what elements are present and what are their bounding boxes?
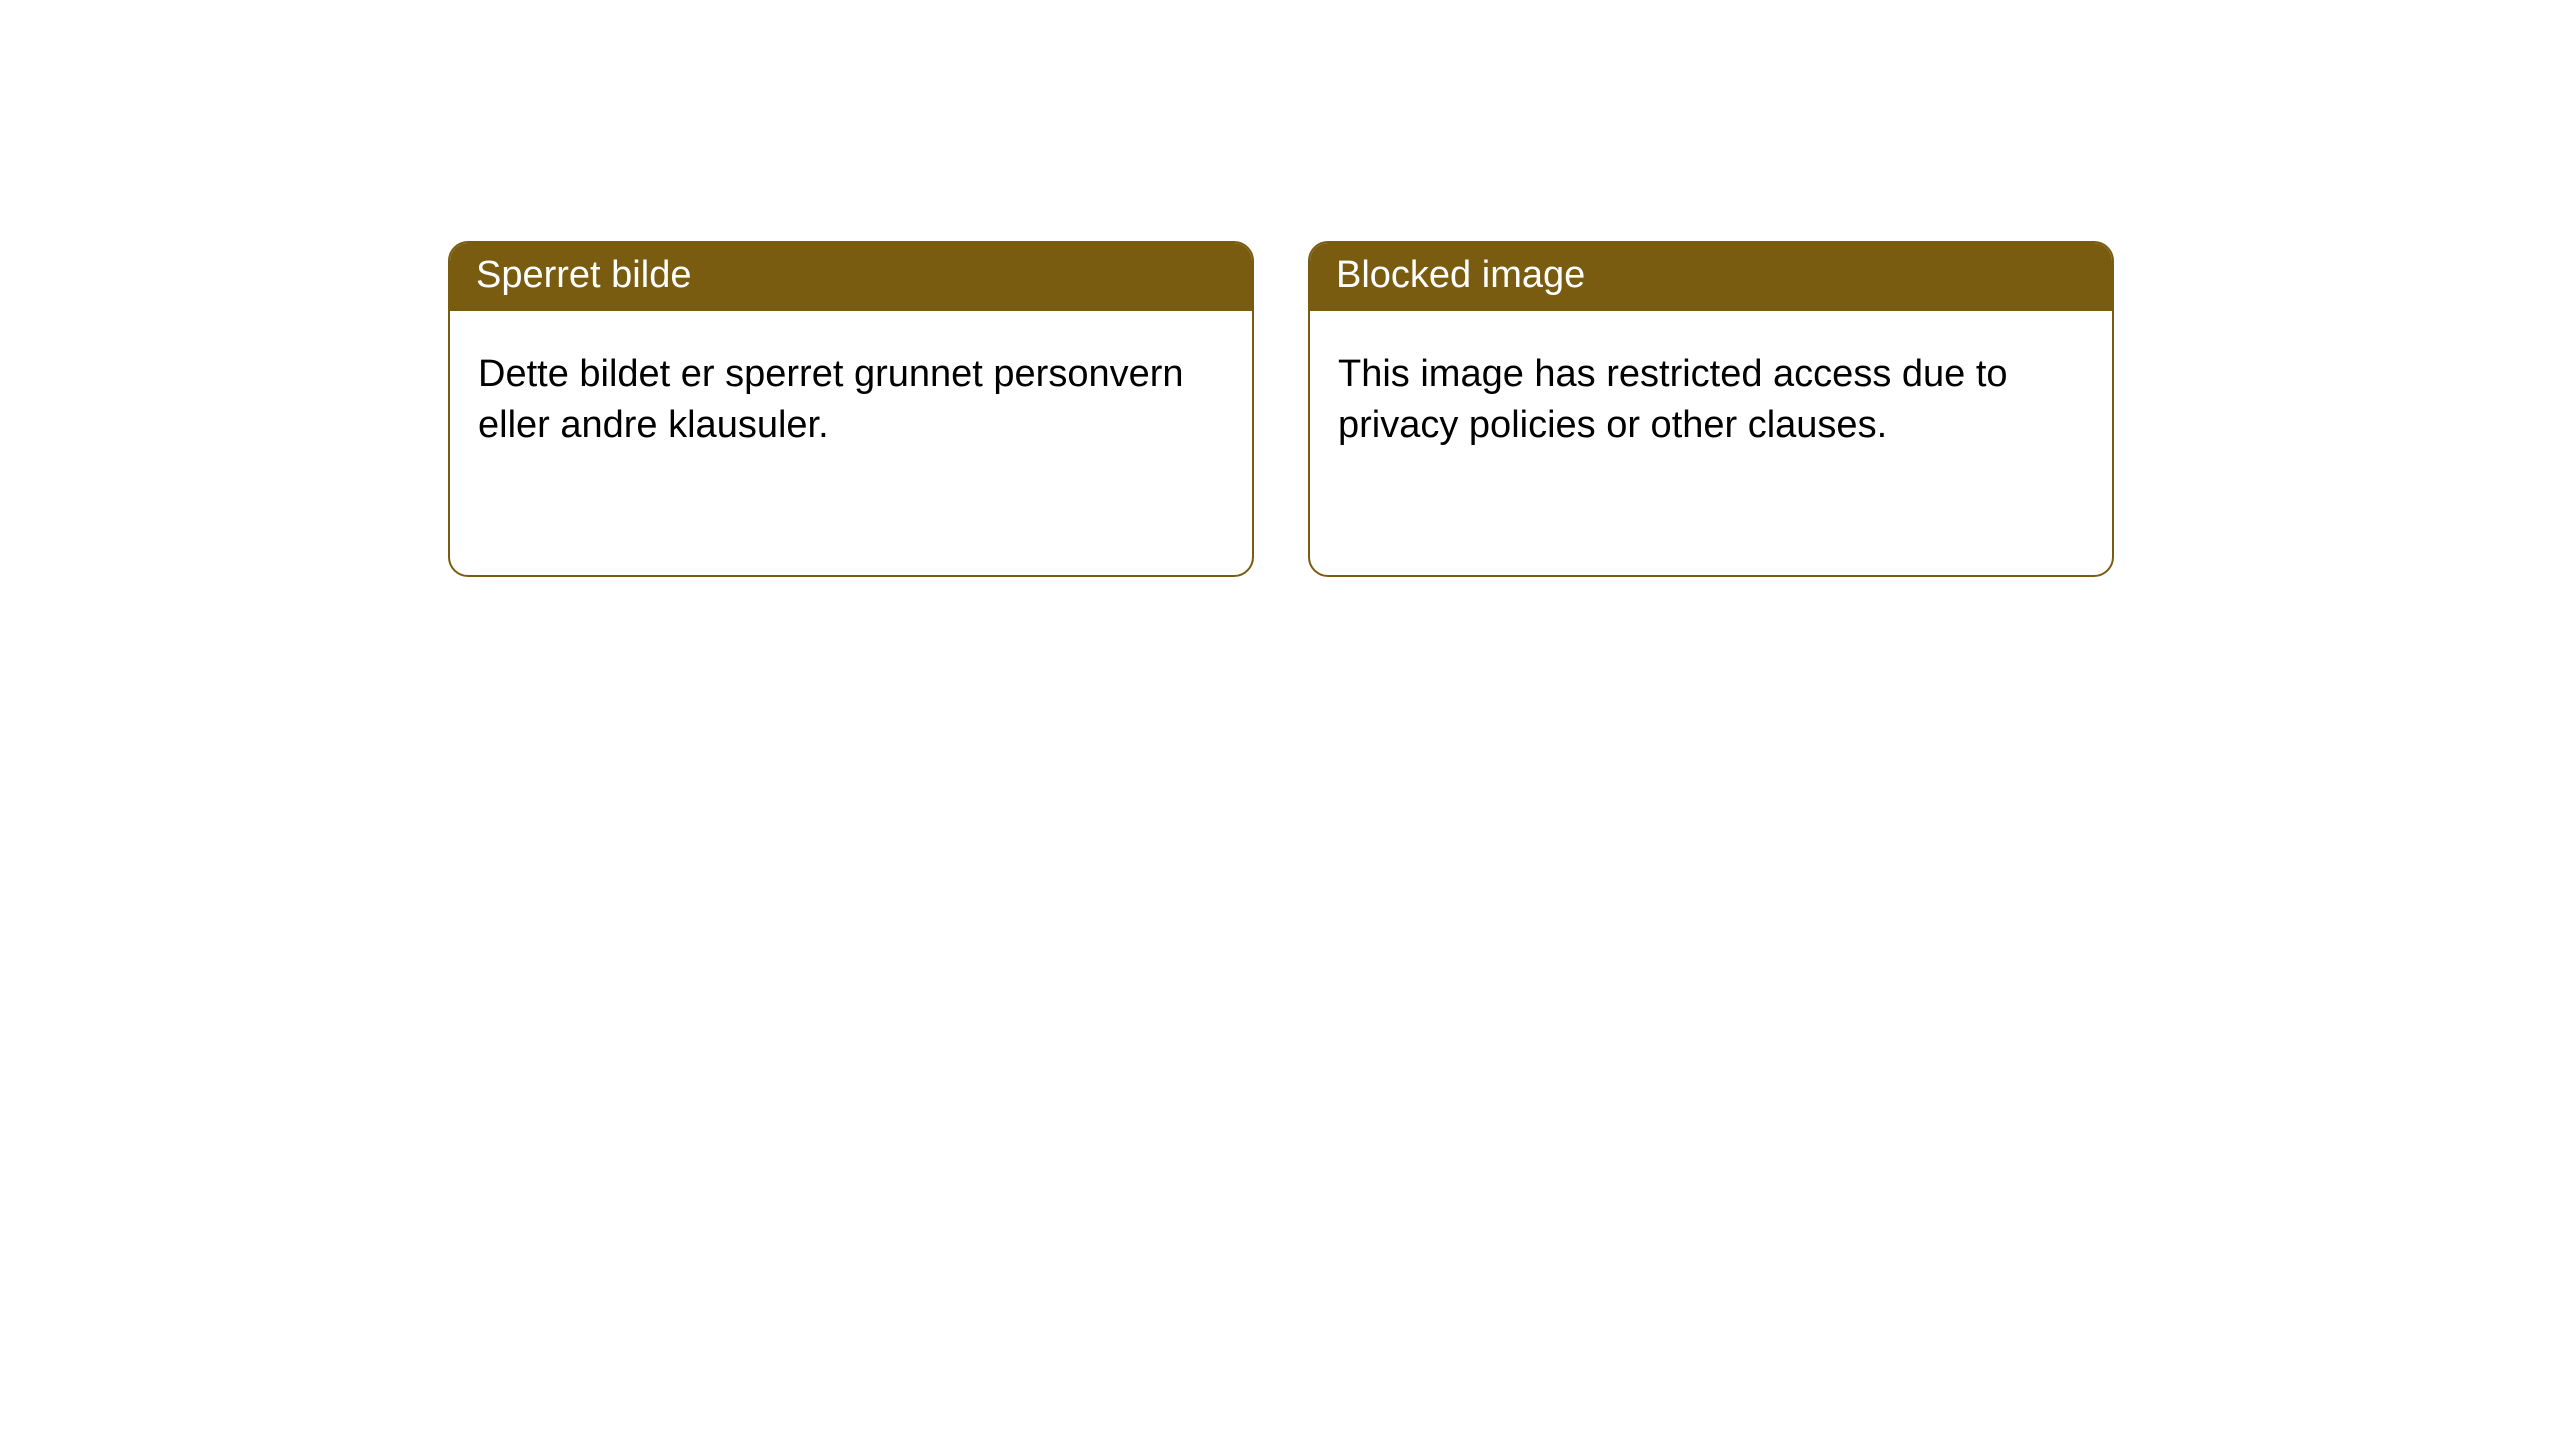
card-header-en: Blocked image bbox=[1310, 243, 2112, 311]
blocked-image-card-en: Blocked image This image has restricted … bbox=[1308, 241, 2114, 577]
card-body-en: This image has restricted access due to … bbox=[1310, 311, 2112, 480]
card-header-no: Sperret bilde bbox=[450, 243, 1252, 311]
card-body-no: Dette bildet er sperret grunnet personve… bbox=[450, 311, 1252, 480]
notice-container: Sperret bilde Dette bildet er sperret gr… bbox=[0, 0, 2560, 577]
blocked-image-card-no: Sperret bilde Dette bildet er sperret gr… bbox=[448, 241, 1254, 577]
